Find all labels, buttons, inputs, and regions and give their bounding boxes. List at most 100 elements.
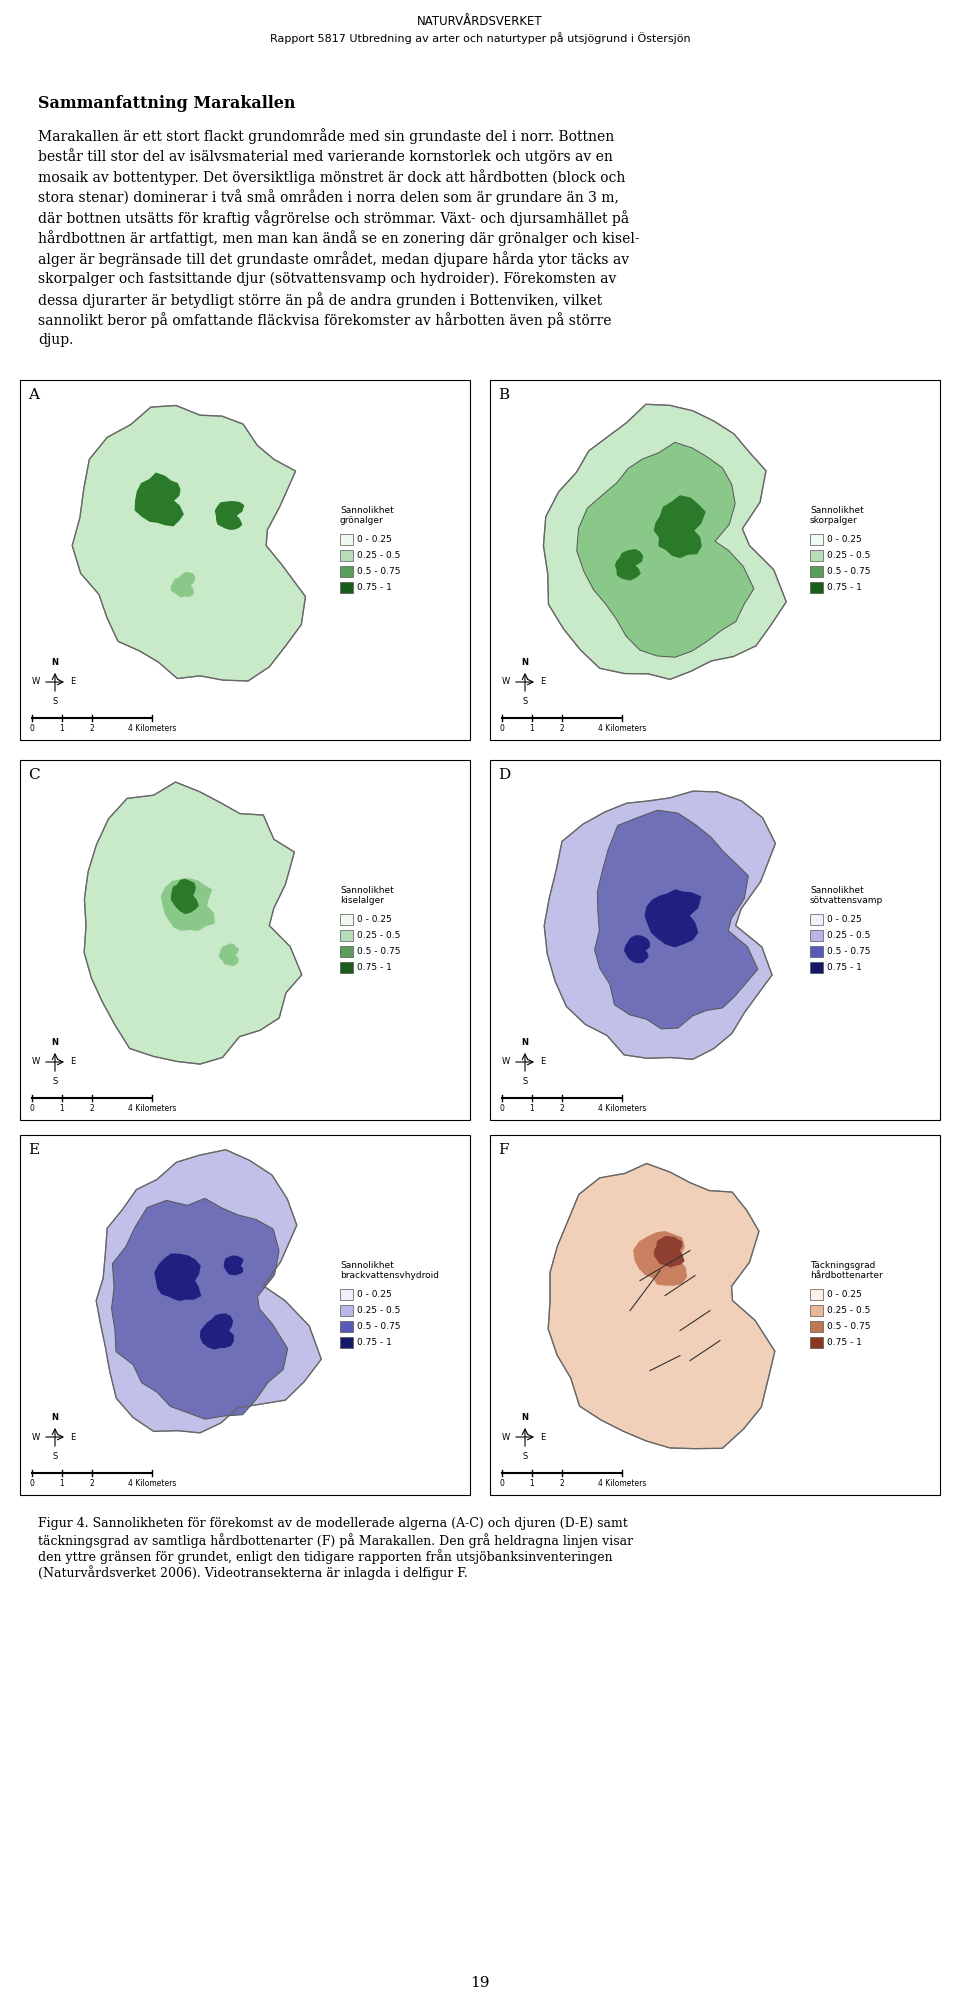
Text: den yttre gränsen för grundet, enligt den tidigare rapporten från utsjöbanksinve: den yttre gränsen för grundet, enligt de… [38,1550,612,1564]
Text: 0 - 0.25: 0 - 0.25 [827,1289,862,1299]
Text: 0: 0 [499,1105,504,1113]
Text: 0 - 0.25: 0 - 0.25 [357,535,392,543]
Text: E: E [540,1432,545,1442]
Text: 1: 1 [530,1480,535,1488]
Text: 19: 19 [470,1977,490,1991]
Text: S: S [522,698,528,706]
Text: Sammanfattning Marakallen: Sammanfattning Marakallen [38,94,296,112]
Text: N: N [521,1039,529,1047]
Text: W: W [502,678,510,686]
Polygon shape [644,890,702,948]
Text: D: D [498,768,511,782]
Text: A: A [28,389,39,401]
Text: 2: 2 [89,1480,94,1488]
Polygon shape [624,934,650,962]
Text: 2: 2 [560,1480,564,1488]
Text: skorpalger och fastsittande djur (sötvattensvamp och hydroider). Förekomsten av: skorpalger och fastsittande djur (sötvat… [38,271,616,287]
Text: S: S [522,1452,528,1462]
Text: 1: 1 [530,1105,535,1113]
Text: 0.25 - 0.5: 0.25 - 0.5 [357,930,400,940]
Text: 0.25 - 0.5: 0.25 - 0.5 [827,930,871,940]
Text: W: W [502,1057,510,1067]
Bar [20,1135,470,1496]
Text: 0.25 - 0.5: 0.25 - 0.5 [827,1305,871,1315]
Bar [810,565,823,577]
Bar [810,1305,823,1315]
Bar [20,381,470,740]
Text: Sannolikhet
skorpalger: Sannolikhet skorpalger [810,505,864,525]
Text: 1: 1 [530,724,535,734]
Bar [340,930,353,940]
Polygon shape [654,495,706,557]
Polygon shape [72,405,305,682]
Bar [340,1289,353,1299]
Text: 1: 1 [60,1480,64,1488]
Text: Marakallen är ett stort flackt grundområde med sin grundaste del i norr. Bottnen: Marakallen är ett stort flackt grundområ… [38,128,614,144]
Text: N: N [521,1414,529,1422]
Text: S: S [53,1452,58,1462]
Text: S: S [522,1077,528,1087]
Polygon shape [111,1199,288,1420]
Text: S: S [53,1077,58,1087]
Bar [340,549,353,561]
Bar [340,1321,353,1331]
Text: 2: 2 [89,724,94,734]
Text: W: W [32,678,40,686]
Bar [810,914,823,924]
Bar [810,962,823,972]
Text: Rapport 5817 Utbredning av arter och naturtyper på utsjögrund i Östersjön: Rapport 5817 Utbredning av arter och nat… [270,32,690,44]
Text: täckningsgrad av samtliga hårdbottenarter (F) på Marakallen. Den grå heldragna l: täckningsgrad av samtliga hårdbottenarte… [38,1534,634,1548]
Text: 0.5 - 0.75: 0.5 - 0.75 [827,567,871,575]
Text: 4 Kilometers: 4 Kilometers [598,724,646,734]
Bar [810,930,823,940]
Text: 4 Kilometers: 4 Kilometers [128,1480,177,1488]
Text: där bottnen utsätts för kraftig vågrörelse och strömmar. Växt- och djursamhället: där bottnen utsätts för kraftig vågrörel… [38,211,629,227]
Bar [810,1289,823,1299]
Bar [340,946,353,956]
Text: består till stor del av isälvsmaterial med varierande kornstorlek och utgörs av : består till stor del av isälvsmaterial m… [38,148,612,164]
Polygon shape [155,1253,202,1301]
Text: 1: 1 [60,724,64,734]
Text: W: W [32,1057,40,1067]
Text: djup.: djup. [38,333,73,347]
Bar [810,533,823,545]
Text: 0.5 - 0.75: 0.5 - 0.75 [827,946,871,956]
Polygon shape [548,1163,775,1450]
Text: 0.5 - 0.75: 0.5 - 0.75 [357,1321,400,1331]
Text: B: B [498,389,509,401]
Text: E: E [28,1143,39,1157]
Polygon shape [577,443,754,658]
Text: S: S [53,698,58,706]
Text: 0.25 - 0.5: 0.25 - 0.5 [357,551,400,559]
Polygon shape [160,878,215,930]
Polygon shape [224,1255,244,1275]
Bar [20,760,470,1121]
Polygon shape [654,1237,684,1267]
Text: F: F [498,1143,509,1157]
Text: 4 Kilometers: 4 Kilometers [598,1105,646,1113]
Text: 0: 0 [499,1480,504,1488]
Text: 0: 0 [30,1480,35,1488]
Text: 4 Kilometers: 4 Kilometers [598,1480,646,1488]
Text: dessa djurarter är betydligt större än på de andra grunden i Bottenviken, vilket: dessa djurarter är betydligt större än p… [38,293,602,309]
Bar [340,1305,353,1315]
Text: W: W [502,1432,510,1442]
Text: E: E [70,1057,75,1067]
Polygon shape [171,571,196,597]
Bar [810,549,823,561]
Polygon shape [544,792,776,1059]
Polygon shape [615,549,643,581]
Text: stora stenar) dominerar i två små områden i norra delen som är grundare än 3 m,: stora stenar) dominerar i två små område… [38,190,619,205]
Text: 1: 1 [60,1105,64,1113]
Text: Täckningsgrad
hårdbottenarter: Täckningsgrad hårdbottenarter [810,1261,883,1281]
Text: Figur 4. Sannolikheten för förekomst av de modellerade algerna (A-C) och djuren : Figur 4. Sannolikheten för förekomst av … [38,1518,628,1530]
Text: sannolikt beror på omfattande fläckvisa förekomster av hårbotten även på större: sannolikt beror på omfattande fläckvisa … [38,313,612,329]
Bar [340,581,353,593]
Text: W: W [32,1432,40,1442]
Text: 2: 2 [560,1105,564,1113]
Polygon shape [634,1231,687,1285]
Text: 0 - 0.25: 0 - 0.25 [357,914,392,924]
Bar [490,760,940,1121]
Text: Sannolikhet
sötvattensvamp: Sannolikhet sötvattensvamp [810,886,883,906]
Text: 0.75 - 1: 0.75 - 1 [827,583,862,591]
